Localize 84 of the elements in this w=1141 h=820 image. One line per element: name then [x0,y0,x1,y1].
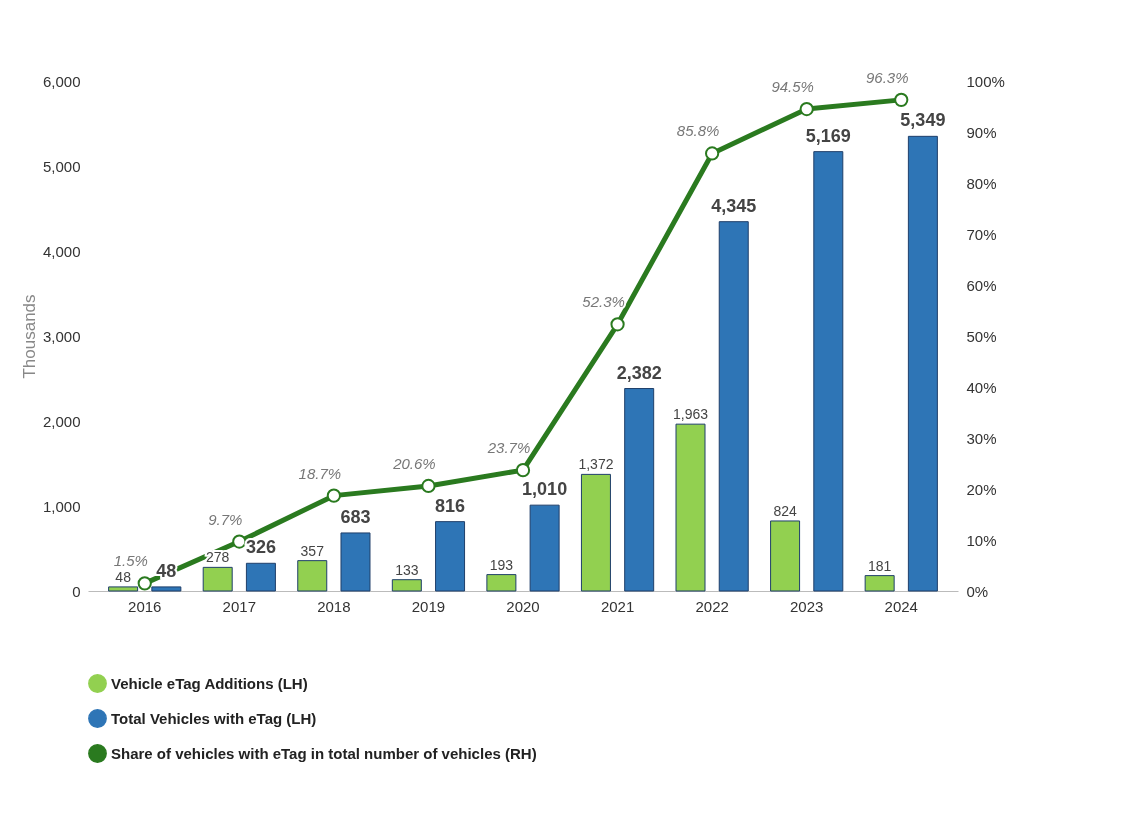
bar [624,388,655,592]
data-label: 2,382 [616,362,662,383]
data-label: 1,010 [522,479,568,500]
bar [529,504,560,592]
data-label: 133 [395,561,419,578]
data-label: 5,169 [805,125,851,146]
y2-tick-label: 70% [966,225,997,243]
point [894,92,909,107]
y2-tick-label: 90% [966,123,997,141]
x-tick-label: 2019 [411,597,446,615]
legend-label: Share of vehicles with eTag in total number of vehicles (RH) [111,744,537,762]
data-label: 683 [340,506,371,527]
data-label: 278 [206,549,230,566]
data-label: 4,345 [711,195,757,216]
bar [718,221,749,592]
data-label: 193 [489,556,514,573]
y-tick-label: 3,000 [42,327,81,345]
bar [813,151,844,592]
y-tick-label: 1,000 [42,497,81,515]
y-tick-label: 5,000 [42,157,81,175]
data-label: 96.3% [865,68,909,86]
bar [770,520,801,592]
x-tick-label: 2021 [600,597,635,615]
y2-tick-label: 30% [966,429,997,447]
y2-tick-label: 20% [966,480,997,498]
point [515,463,531,478]
bar [486,574,517,592]
data-label: 824 [773,502,797,519]
x-tick-label: 2022 [695,597,729,615]
y-tick-label: 4,000 [42,242,81,260]
y-tick-label: 0 [72,582,81,600]
data-label: 48 [115,568,132,585]
data-label: 326 [245,537,276,558]
y2-tick-label: 60% [966,276,997,294]
point [137,576,152,591]
y2-tick-label: 0% [966,582,989,600]
bar [151,586,182,592]
x-tick-label: 2023 [790,597,824,615]
bar [675,423,706,592]
bar [297,560,328,592]
bar [580,473,611,592]
y2-tick-label: 10% [966,531,997,549]
data-label: 94.5% [771,78,814,96]
point [799,101,814,117]
x-tick-label: 2020 [506,597,540,615]
y-tick-label: 2,000 [42,412,81,430]
x-tick-label: 2017 [222,597,256,615]
data-label: 52.3% [582,293,625,311]
data-label: 85.8% [676,122,720,140]
point [326,488,341,503]
x-tick-label: 2024 [884,597,918,615]
y2-tick-label: 80% [966,174,997,192]
bar [864,575,895,592]
x-tick-label: 2016 [128,597,162,615]
data-label: 357 [300,542,325,559]
bar [435,521,466,592]
bar [907,135,938,592]
legend-label: Vehicle eTag Additions (LH) [111,674,308,692]
data-label: 9.7% [208,510,243,528]
data-label: 5,349 [900,110,946,131]
data-label: 20.6% [392,454,436,472]
data-label: 181 [867,557,892,574]
legend-label: Total Vehicles with eTag (LH) [111,709,317,727]
bar [202,566,233,592]
y2-tick-label: 100% [966,72,1005,90]
y-axis-title: Thousands [19,294,39,379]
data-label: 18.7% [298,464,342,482]
data-label: 816 [435,495,466,516]
bar [391,579,422,592]
x-tick-label: 2018 [317,597,351,615]
point [232,534,247,549]
bar [245,562,276,592]
point [610,317,625,332]
data-label: 23.7% [486,439,531,457]
bar [340,532,371,592]
data-label: 1,963 [672,406,709,423]
y2-tick-label: 50% [966,327,997,345]
bar [108,586,139,592]
data-label: 1.5% [113,552,148,570]
y2-tick-label: 40% [966,378,997,396]
point [705,146,720,161]
data-label: 1,372 [578,456,614,473]
point [421,478,436,494]
y-tick-label: 6,000 [42,72,81,90]
